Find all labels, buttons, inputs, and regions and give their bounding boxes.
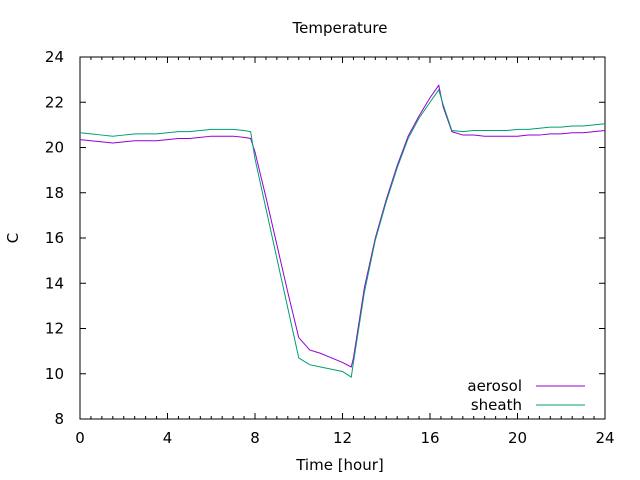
chart-title: Temperature bbox=[291, 19, 387, 37]
x-tick-label: 16 bbox=[420, 429, 439, 447]
plot-frame bbox=[79, 56, 606, 420]
x-tick-label: 20 bbox=[508, 429, 527, 447]
y-tick-label: 10 bbox=[45, 365, 64, 383]
x-tick-label: 8 bbox=[250, 429, 260, 447]
y-tick-label: 20 bbox=[45, 139, 64, 157]
x-tick-label: 12 bbox=[333, 429, 352, 447]
y-axis-label: C bbox=[4, 233, 22, 243]
y-tick-label: 18 bbox=[45, 184, 64, 202]
y-tick-label: 8 bbox=[54, 410, 64, 428]
y-tick-label: 24 bbox=[45, 48, 64, 66]
x-tick-label: 24 bbox=[595, 429, 614, 447]
y-tick-label: 12 bbox=[45, 320, 64, 338]
y-tick-label: 22 bbox=[45, 93, 64, 111]
series-layer bbox=[79, 84, 606, 378]
y-tick-label: 14 bbox=[45, 274, 64, 292]
legend-label-aerosol: aerosol bbox=[467, 377, 522, 395]
axis-ticks: 0 4 8 12 16 20 24 8 10 12 14 16 18 20 22 24 bbox=[45, 48, 615, 447]
y-tick-label: 16 bbox=[45, 229, 64, 247]
x-tick-label: 4 bbox=[163, 429, 173, 447]
x-tick-label: 0 bbox=[75, 429, 85, 447]
x-axis-label: Time [hour] bbox=[295, 456, 384, 474]
series-line-aerosol bbox=[79, 84, 606, 368]
series-line-sheath bbox=[79, 88, 606, 378]
legend-label-sheath: sheath bbox=[471, 396, 522, 414]
